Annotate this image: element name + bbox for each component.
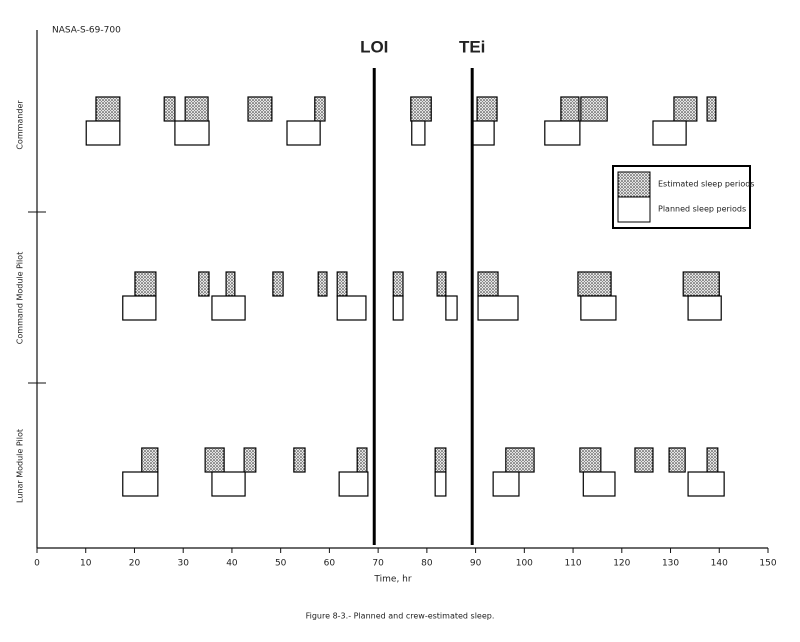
x-tick-label: 10 [80,559,92,569]
planned-sleep [211,295,246,321]
caption: Figure 8-3.- Planned and crew-estimated … [306,612,495,621]
x-tick-label: 110 [564,559,581,569]
x-tick-label: 90 [470,559,482,569]
planned-sleep [477,295,519,321]
planned-sleep [544,120,581,146]
planned-sleep [434,471,447,497]
x-tick-label: 100 [516,559,533,569]
estimated-sleep [706,96,717,122]
estimated-sleep [410,96,432,122]
row-label: Commander [16,100,25,150]
estimated-sleep [477,271,499,297]
estimated-sleep [198,271,210,297]
x-tick-label: 30 [177,559,189,569]
estimated-sleep [579,447,602,473]
x-tick-label: 120 [613,559,630,569]
figure-id: NASA-S-69-700 [52,26,121,36]
planned-sleep [122,471,159,497]
estimated-sleep [293,447,306,473]
planned-sleep [582,471,616,497]
estimated-sleep [317,271,328,297]
x-tick-label: 0 [34,559,40,569]
planned-sleep [445,295,458,321]
planned-sleep [580,295,617,321]
x-tick-label: 60 [324,559,336,569]
x-tick-label: 20 [129,559,141,569]
x-tick-label: 80 [421,559,433,569]
x-tick-label: 130 [662,559,679,569]
planned-sleep [471,120,495,146]
event-label: TEi [459,37,485,56]
estimated-sleep [673,96,698,122]
legend-label: Planned sleep periods [658,205,746,214]
estimated-sleep [204,447,225,473]
estimated-sleep [272,271,284,297]
estimated-sleep [580,96,608,122]
estimated-sleep [356,447,368,473]
x-tick-label: 50 [275,559,287,569]
estimated-sleep [706,447,719,473]
row-label: Lunar Module Pilot [16,429,25,503]
estimated-sleep [634,447,654,473]
x-tick-label: 70 [372,559,384,569]
x-tick-label: 150 [759,559,776,569]
event-label: LOI [360,37,388,56]
row-label: Command Module Pilot [16,252,25,344]
planned-sleep [211,471,246,497]
planned-sleep [652,120,687,146]
estimated-sleep [434,447,447,473]
legend-swatch [617,196,651,223]
planned-sleep [492,471,520,497]
estimated-sleep [314,96,326,122]
estimated-sleep [247,96,273,122]
estimated-sleep [436,271,447,297]
estimated-sleep [163,96,176,122]
estimated-sleep [476,96,498,122]
estimated-sleep [682,271,720,297]
estimated-sleep [225,271,236,297]
x-axis-label: Time, hr [373,575,411,585]
legend-swatch [617,171,651,198]
x-tick-label: 140 [711,559,728,569]
estimated-sleep [577,271,612,297]
estimated-sleep [134,271,157,297]
x-tick-label: 40 [226,559,238,569]
estimated-sleep [560,96,580,122]
planned-sleep [122,295,157,321]
planned-sleep [286,120,321,146]
planned-sleep [687,471,725,497]
planned-sleep [392,295,404,321]
planned-sleep [687,295,722,321]
planned-sleep [336,295,367,321]
planned-sleep [85,120,121,146]
planned-sleep [174,120,210,146]
planned-sleep [411,120,426,146]
legend-label: Estimated sleep periods [658,180,754,189]
estimated-sleep [505,447,535,473]
estimated-sleep [336,271,348,297]
estimated-sleep [95,96,121,122]
estimated-sleep [668,447,686,473]
estimated-sleep [141,447,159,473]
estimated-sleep [243,447,257,473]
estimated-sleep [392,271,404,297]
planned-sleep [338,471,369,497]
estimated-sleep [184,96,209,122]
